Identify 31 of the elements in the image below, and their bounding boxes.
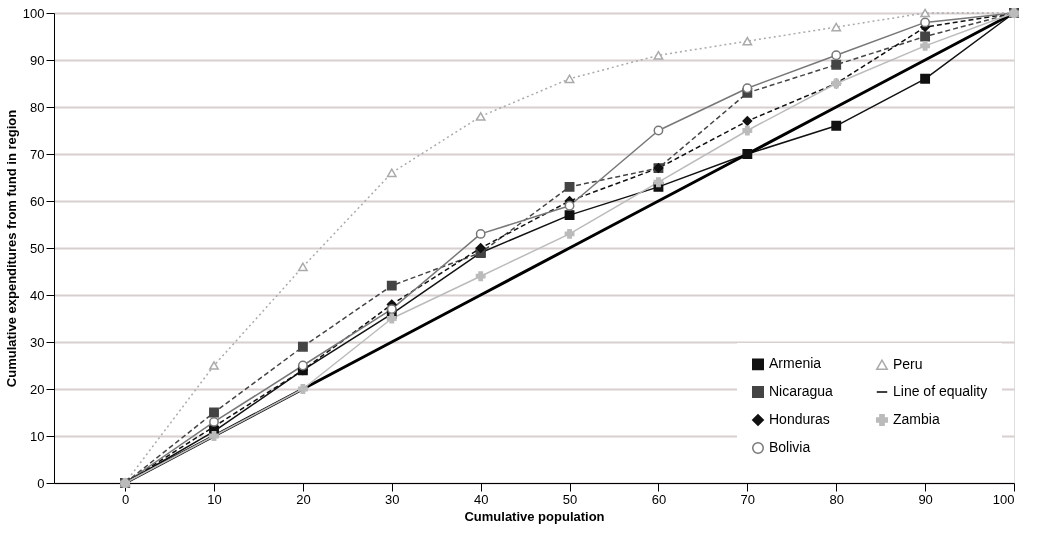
x-tick-label: 40 [473,491,489,507]
x-tick-label: 90 [918,491,933,507]
y-tick-label: 0 [37,475,45,491]
y-tick-label: 30 [30,334,45,350]
x-tick-label: 50 [562,491,578,507]
y-tick-label: 90 [30,52,45,68]
y-tick-label: 10 [30,428,45,444]
legend-label: Nicaragua [769,383,834,399]
x-axis-title: Cumulative population [464,508,605,524]
legend-label: Honduras [769,411,830,427]
x-tick-label: 80 [829,491,844,507]
x-tick-label: 0 [121,491,130,507]
x-tick-label: 20 [296,491,311,507]
x-tick-label: 30 [385,491,400,507]
x-tick-label: 100 [992,491,1015,507]
y-axis-title: Cumulative expenditures from fund in region [3,109,19,388]
y-tick-label: 70 [30,146,45,162]
legend-label: Peru [893,355,923,372]
y-tick-label: 80 [30,99,45,115]
y-tick-label: 20 [30,381,45,397]
x-tick-label: 70 [740,491,756,507]
legend-label: Armenia [769,355,822,372]
y-tick-label: 60 [30,193,45,209]
y-tick-label: 50 [30,240,45,256]
x-tick-label: 60 [651,491,667,507]
y-tick-label: 40 [30,287,45,303]
legend-label: Bolivia [769,439,811,455]
y-tick-label: 100 [22,5,45,21]
x-tick-label: 10 [207,491,222,507]
legend-label: Line of equality [893,383,988,399]
legend-label: Zambia [893,411,940,427]
